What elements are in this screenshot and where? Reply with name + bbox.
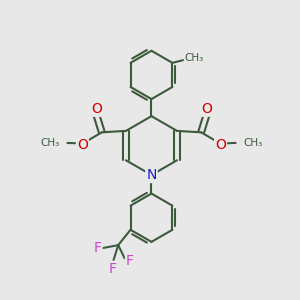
Text: F: F (94, 241, 102, 255)
Text: F: F (108, 262, 116, 276)
Text: CH₃: CH₃ (184, 53, 204, 63)
Text: F: F (126, 254, 134, 268)
Text: CH₃: CH₃ (244, 138, 263, 148)
Text: CH₃: CH₃ (40, 138, 59, 148)
Text: N: N (146, 168, 157, 182)
Text: O: O (91, 102, 102, 116)
Text: O: O (215, 138, 226, 152)
Text: O: O (77, 138, 88, 152)
Text: O: O (201, 102, 212, 116)
